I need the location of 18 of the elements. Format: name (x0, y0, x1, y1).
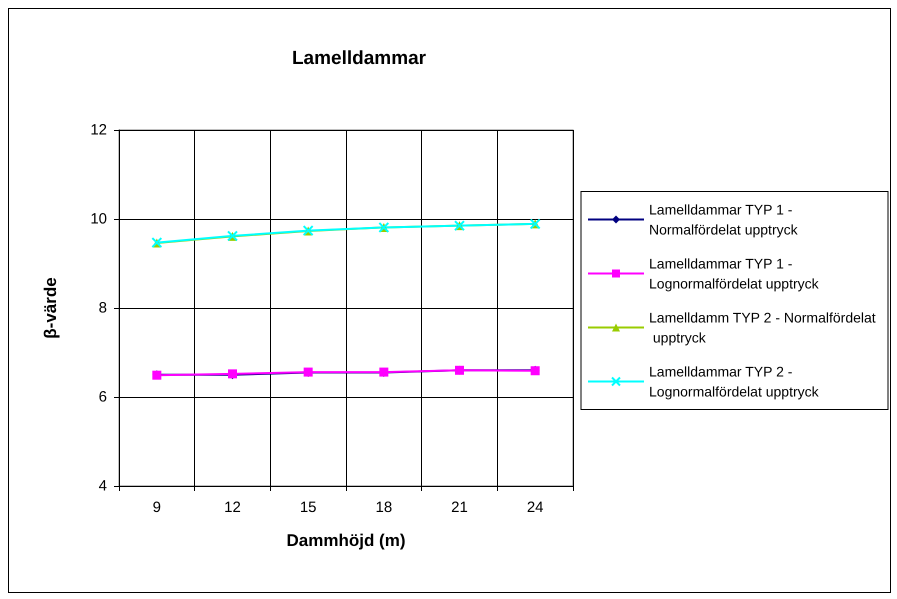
x-tick-label: 18 (375, 499, 392, 516)
legend-label: Lamelldamm TYP 2 - Normalfördelat upptryck (649, 310, 876, 346)
chart-title: Lamelldammar (292, 48, 427, 69)
x-tick-label: 9 (152, 499, 162, 516)
y-tick-label: 6 (98, 388, 107, 406)
y-axis-title: β-värde (41, 277, 60, 339)
legend-label: Lamelldammar TYP 1 - Lognormalfördelat upptryck (649, 256, 820, 292)
y-tick-label: 12 (90, 122, 107, 138)
legend-label: Lamelldammar TYP 2 - Lognormalfördelat upptryck (649, 364, 820, 400)
y-tick-label: 10 (90, 210, 107, 228)
x-tick-label: 24 (526, 499, 544, 516)
y-tick-label: 8 (98, 300, 107, 316)
x-axis-title: Dammhöjd (m) (286, 531, 406, 550)
x-tick-label: 15 (300, 499, 317, 516)
y-tick-label: 4 (98, 478, 107, 494)
legend-label: Lamelldammar TYP 1 - Normalfördelat upptryck (649, 202, 799, 238)
x-tick-label: 21 (451, 499, 468, 516)
x-tick-label: 12 (224, 499, 241, 516)
